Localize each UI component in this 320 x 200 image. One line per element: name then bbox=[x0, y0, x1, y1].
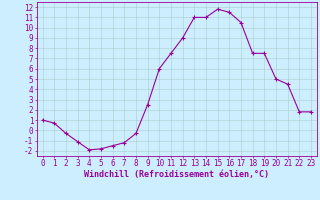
X-axis label: Windchill (Refroidissement éolien,°C): Windchill (Refroidissement éolien,°C) bbox=[84, 170, 269, 179]
